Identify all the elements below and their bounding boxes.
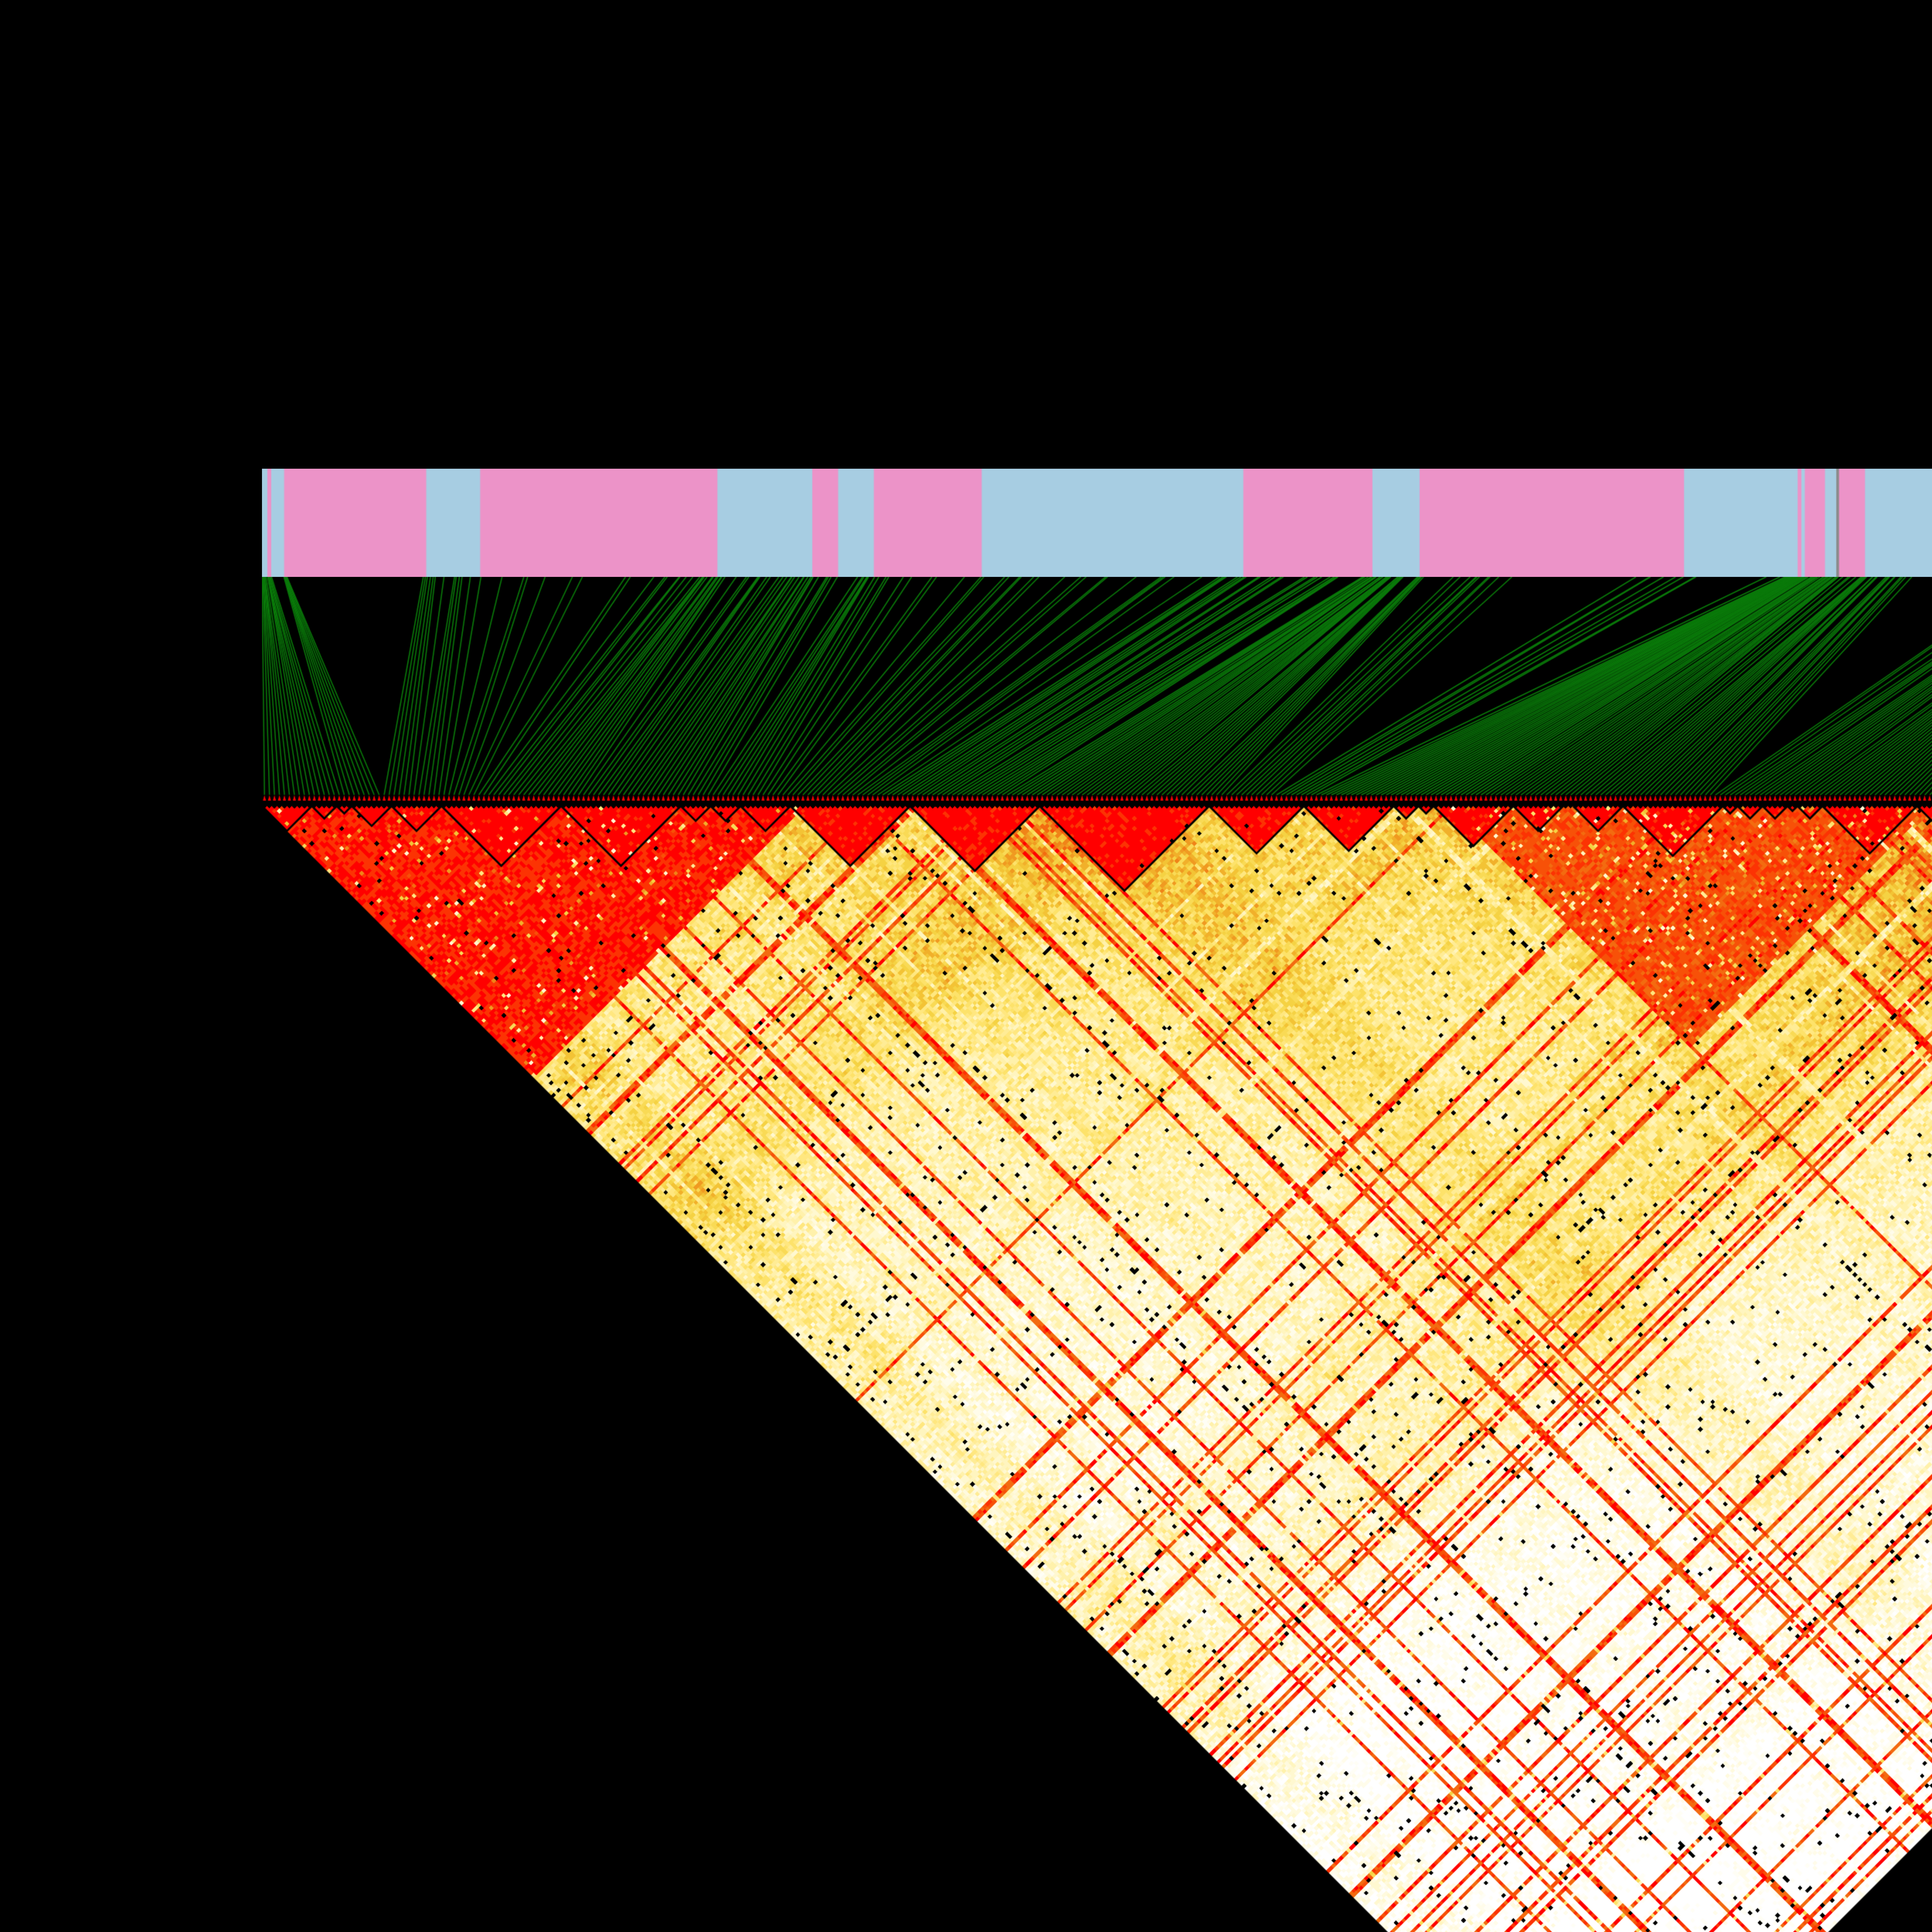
physical-position-fan <box>262 577 1932 795</box>
snp-block-annotation-bar <box>262 469 1932 577</box>
ld-triangle-heatmap <box>240 791 1932 1932</box>
